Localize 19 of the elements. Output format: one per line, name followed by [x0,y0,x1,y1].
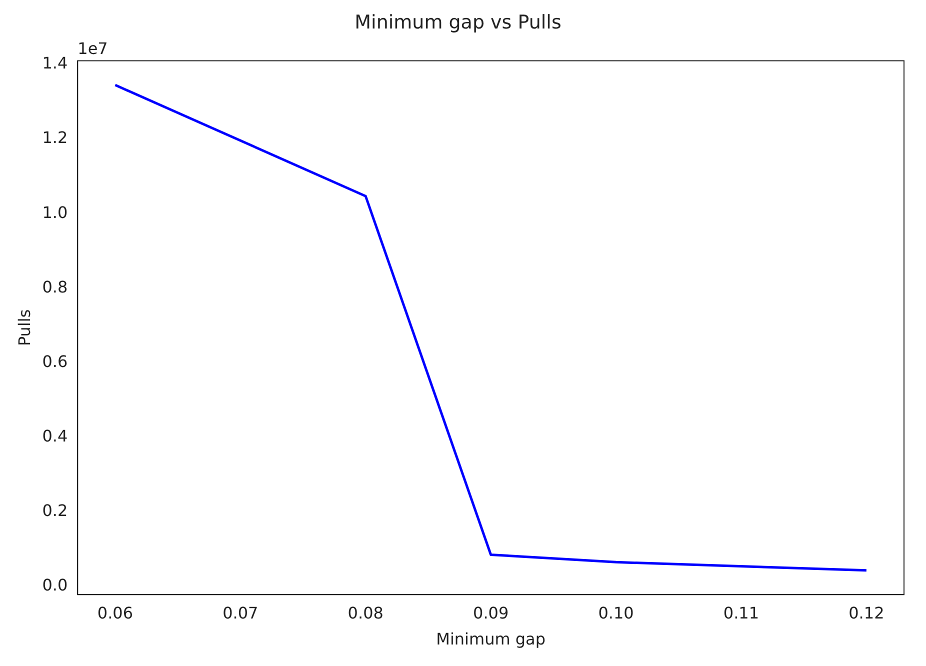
y-tick-label: 0.0 [42,576,68,595]
y-tick-label: 0.2 [42,501,68,520]
x-tick-label: 0.10 [598,603,634,622]
x-tick-label: 0.09 [473,603,509,622]
x-tick-label: 0.06 [97,603,134,622]
x-axis-title: Minimum gap [436,630,546,649]
text: 1e7 [78,38,108,58]
y-tick-label: 0.4 [42,426,68,446]
y-tick-label: 1.4 [42,54,68,73]
x-tick-label: 0.11 [723,603,760,622]
x-tick-label: 0.08 [348,603,384,622]
y-tick-label: 1.0 [42,202,68,222]
y-tick-label: 0.8 [42,277,68,296]
y-tick-label: 0.6 [42,352,68,371]
chart-title: Minimum gap vs Pulls [354,11,562,34]
x-tick-label: 0.07 [222,603,258,622]
y-axis-title: Pulls [14,309,34,346]
x-tick-label: 0.12 [848,603,884,622]
y-tick-label: 1.2 [42,128,68,148]
